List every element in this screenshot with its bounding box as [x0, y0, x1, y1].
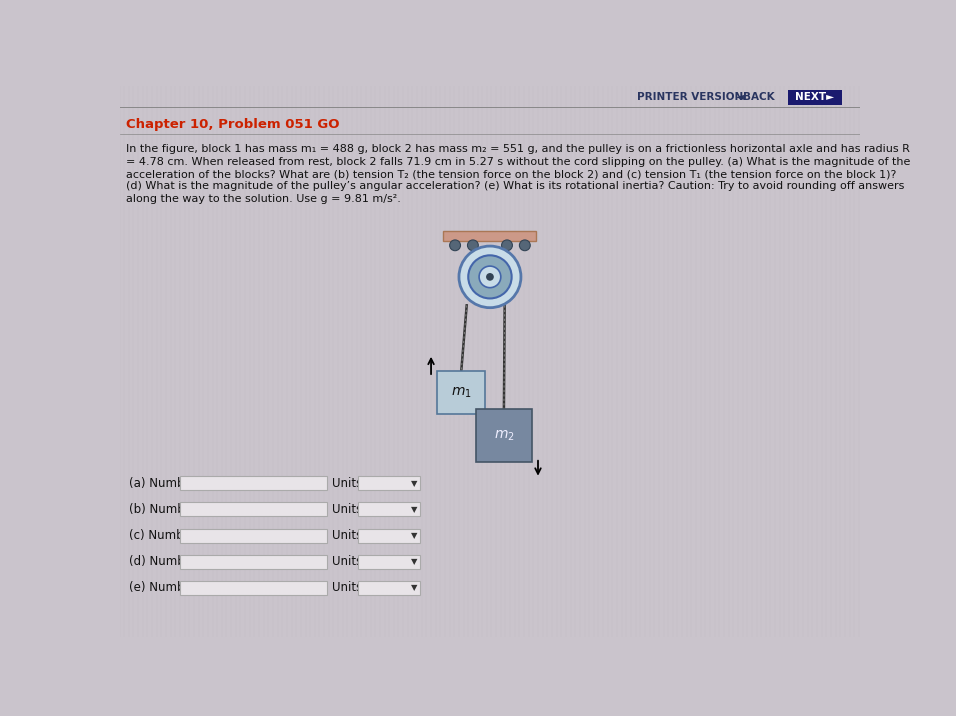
Text: Units: Units [332, 477, 362, 490]
Circle shape [519, 240, 531, 251]
FancyBboxPatch shape [180, 476, 327, 490]
FancyBboxPatch shape [788, 90, 842, 105]
FancyBboxPatch shape [358, 528, 421, 543]
Text: Units: Units [332, 556, 362, 569]
Text: ◄BACK: ◄BACK [735, 92, 775, 102]
Text: $m_1$: $m_1$ [451, 385, 471, 400]
Text: Units: Units [332, 503, 362, 516]
Text: ▼: ▼ [411, 479, 417, 488]
Text: ▼: ▼ [411, 584, 417, 592]
FancyBboxPatch shape [358, 555, 421, 569]
Circle shape [502, 240, 512, 251]
Text: $m_2$: $m_2$ [493, 428, 514, 442]
FancyBboxPatch shape [358, 503, 421, 516]
Circle shape [468, 256, 511, 299]
Text: Units: Units [332, 529, 362, 542]
Text: (c) Number: (c) Number [129, 529, 196, 542]
FancyBboxPatch shape [444, 231, 536, 241]
FancyBboxPatch shape [476, 410, 532, 462]
FancyBboxPatch shape [180, 503, 327, 516]
FancyBboxPatch shape [437, 371, 486, 414]
Text: (d) What is the magnitude of the pulley’s angular acceleration? (e) What is its : (d) What is the magnitude of the pulley’… [125, 181, 904, 191]
Text: (e) Number: (e) Number [129, 581, 197, 594]
Circle shape [479, 266, 501, 288]
Circle shape [459, 246, 521, 308]
Text: acceleration of the blocks? What are (b) tension T₂ (the tension force on the bl: acceleration of the blocks? What are (b)… [125, 169, 896, 179]
Text: (b) Number: (b) Number [129, 503, 197, 516]
FancyBboxPatch shape [180, 555, 327, 569]
FancyBboxPatch shape [358, 476, 421, 490]
Text: (d) Number: (d) Number [129, 556, 197, 569]
FancyBboxPatch shape [358, 581, 421, 595]
Text: NEXT►: NEXT► [795, 92, 835, 102]
Circle shape [449, 240, 461, 251]
Text: PRINTER VERSION: PRINTER VERSION [638, 92, 744, 102]
Text: (a) Number: (a) Number [129, 477, 197, 490]
Text: Units: Units [332, 581, 362, 594]
Text: Chapter 10, Problem 051 GO: Chapter 10, Problem 051 GO [125, 118, 339, 131]
Circle shape [486, 273, 494, 281]
Text: = 4.78 cm. When released from rest, block 2 falls 71.9 cm in 5.27 s without the : = 4.78 cm. When released from rest, bloc… [125, 157, 910, 167]
Circle shape [467, 240, 478, 251]
FancyBboxPatch shape [180, 581, 327, 595]
Text: ▼: ▼ [411, 505, 417, 514]
Text: ▼: ▼ [411, 531, 417, 540]
Text: In the figure, block 1 has mass m₁ = 488 g, block 2 has mass m₂ = 551 g, and the: In the figure, block 1 has mass m₁ = 488… [125, 145, 909, 155]
FancyBboxPatch shape [180, 528, 327, 543]
Text: along the way to the solution. Use g = 9.81 m/s².: along the way to the solution. Use g = 9… [125, 194, 401, 204]
Text: ▼: ▼ [411, 557, 417, 566]
